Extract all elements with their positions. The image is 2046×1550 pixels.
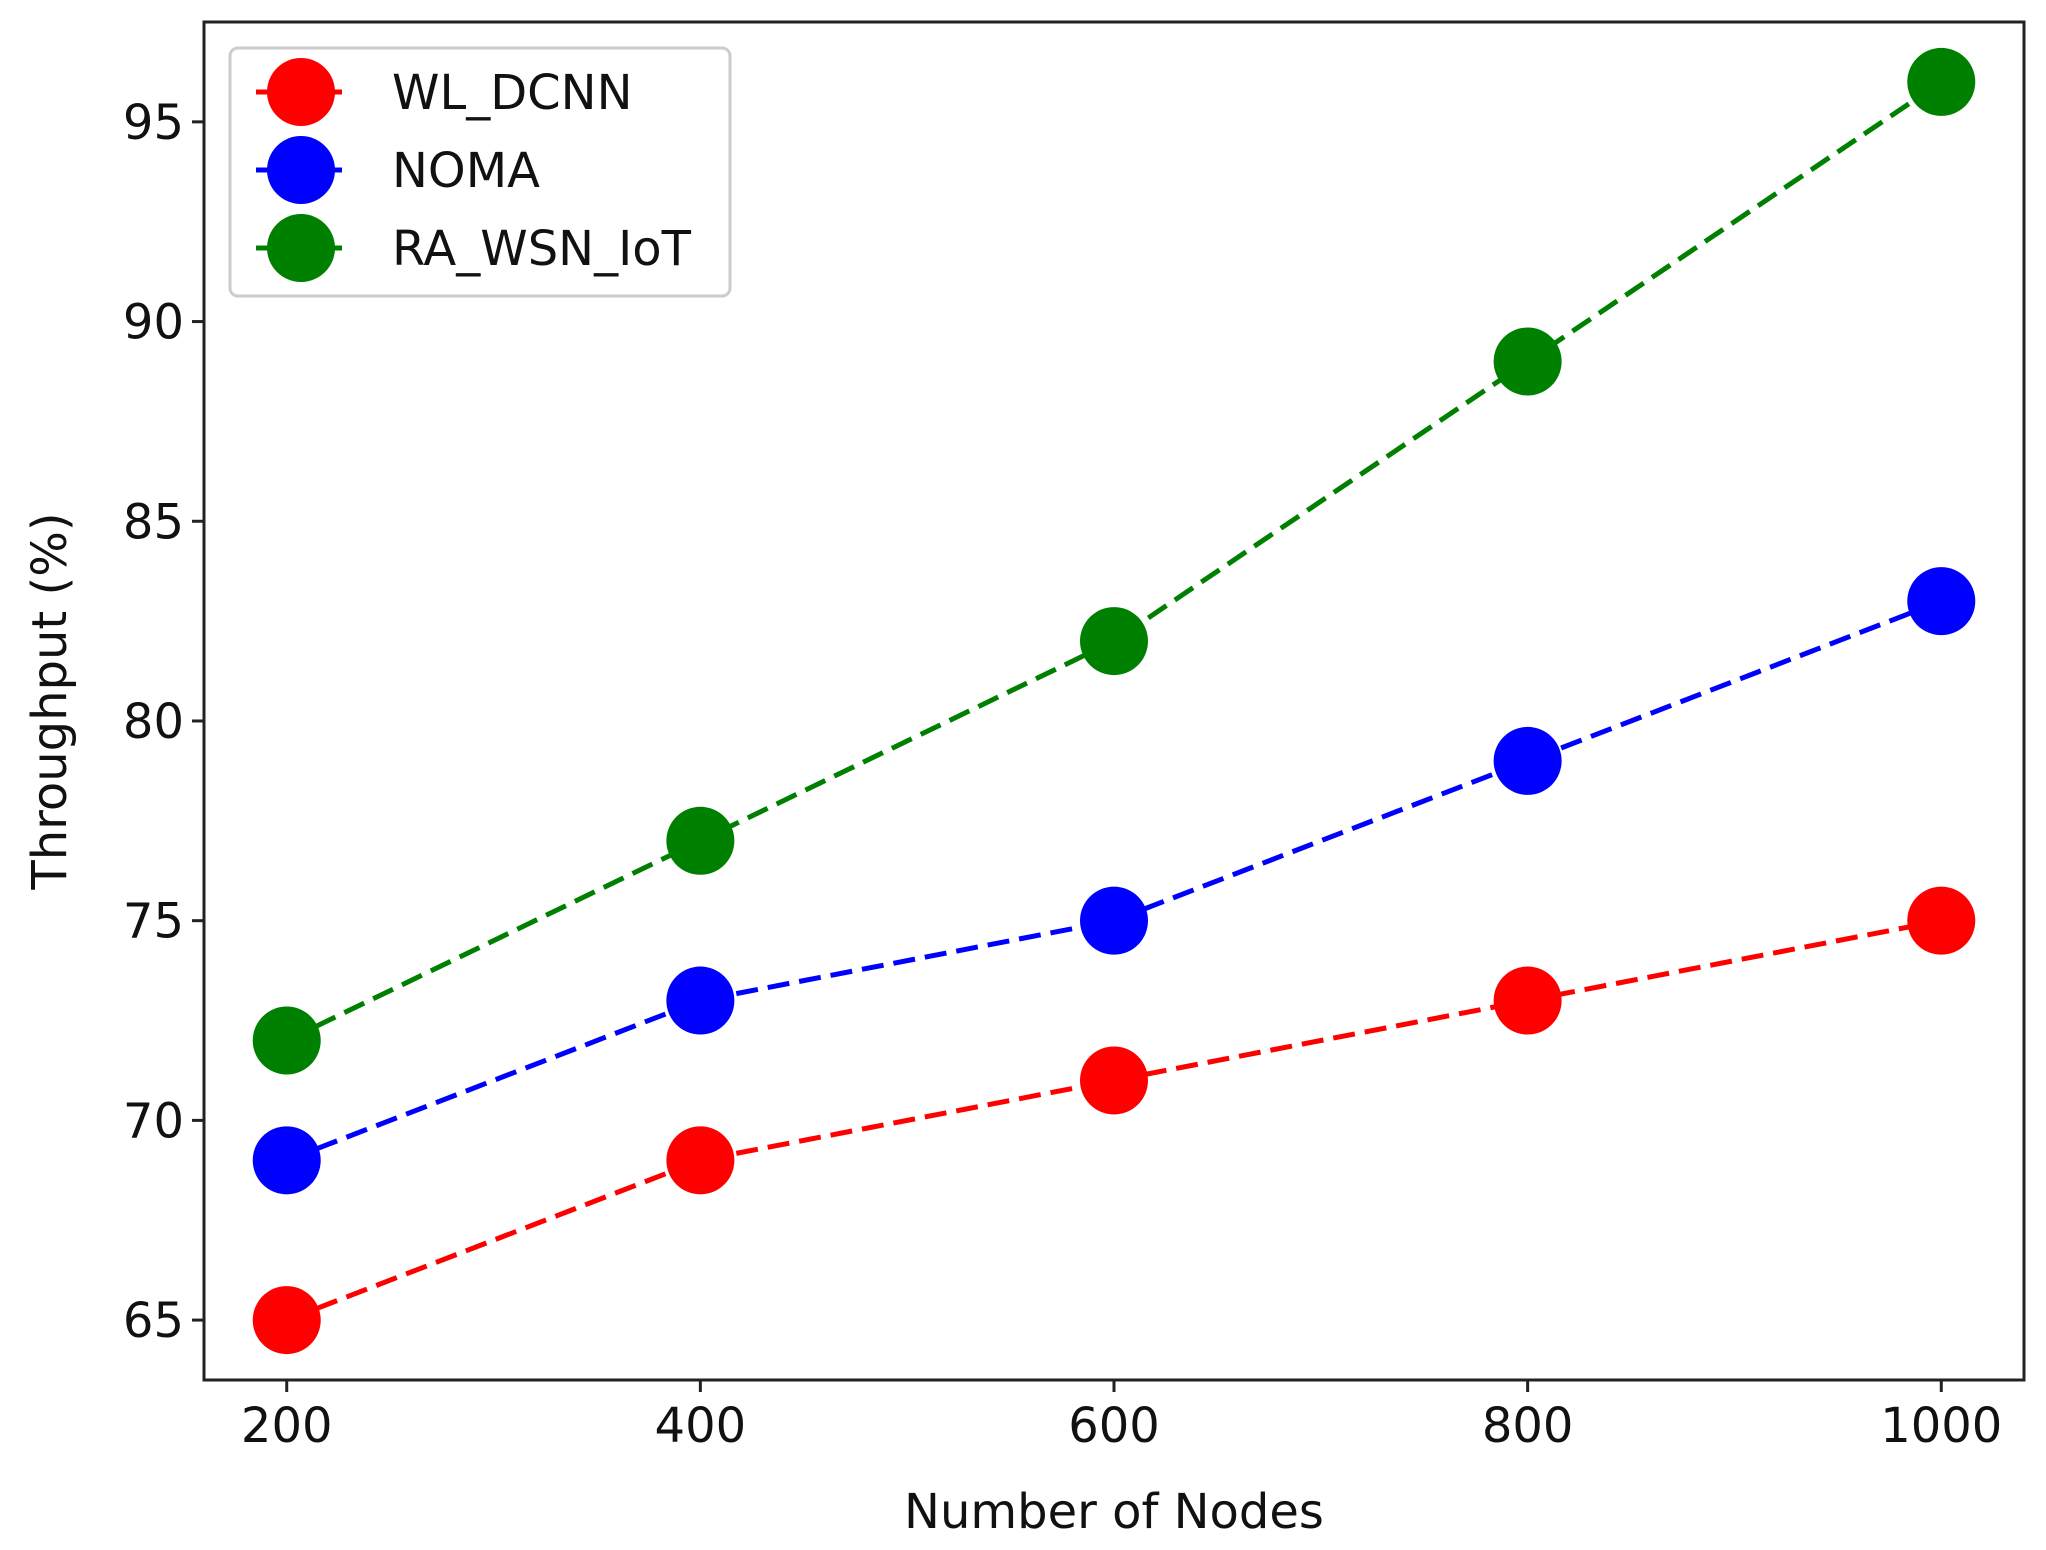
series-layer	[252, 47, 1976, 1355]
y-tick-label: 90	[123, 295, 184, 351]
series-noma	[252, 567, 1976, 1195]
legend-label: WL_DCNN	[392, 65, 633, 121]
data-point-wl-dcnn	[666, 1126, 735, 1195]
legend-item-ra-wsn-iot: RA_WSN_IoT	[256, 214, 692, 282]
x-axis-title: Number of Nodes	[904, 1484, 1324, 1540]
data-point-ra-wsn-iot	[666, 806, 735, 875]
y-tick-label: 85	[123, 494, 184, 550]
y-axis: 65 70 75 80 85 90 95	[123, 95, 204, 1349]
legend-marker	[267, 58, 335, 126]
y-tick-label: 70	[123, 1093, 184, 1149]
data-point-noma	[252, 1126, 321, 1195]
x-tick-label: 400	[655, 1398, 747, 1454]
data-point-wl-dcnn	[1907, 886, 1976, 955]
legend-box	[228, 46, 732, 298]
x-tick-label: 1000	[1880, 1398, 2002, 1454]
data-point-noma	[1907, 567, 1976, 636]
y-tick-label: 80	[123, 694, 184, 750]
y-tick-label: 65	[123, 1293, 184, 1349]
legend-marker	[267, 136, 335, 204]
x-axis: 200 400 600 800 1000	[241, 1380, 2002, 1454]
legend-item-wl-dcnn: WL_DCNN	[256, 58, 633, 126]
data-point-wl-dcnn	[1493, 966, 1562, 1035]
x-tick-label: 200	[241, 1398, 333, 1454]
data-point-ra-wsn-iot	[252, 1006, 321, 1075]
series-ra-wsn-iot	[252, 47, 1976, 1075]
y-tick-label: 95	[123, 95, 184, 151]
data-point-noma	[1080, 886, 1148, 955]
legend: WL_DCNN NOMA RA_WSN_IoT	[228, 46, 732, 298]
legend-label: RA_WSN_IoT	[392, 221, 692, 277]
series-wl-dcnn	[252, 886, 1976, 1355]
data-point-ra-wsn-iot	[1493, 327, 1562, 396]
data-point-ra-wsn-iot	[1907, 47, 1976, 116]
legend-label: NOMA	[392, 143, 540, 199]
data-point-noma	[1493, 726, 1562, 795]
y-tick-label: 75	[123, 894, 184, 950]
y-axis-title: Throughput (%)	[22, 512, 78, 890]
x-tick-label: 600	[1068, 1398, 1160, 1454]
data-point-noma	[666, 966, 735, 1035]
legend-marker	[267, 214, 335, 282]
series-line-ra-wsn-iot	[285, 79, 1943, 1043]
data-point-wl-dcnn	[1080, 1046, 1148, 1115]
data-point-wl-dcnn	[252, 1286, 321, 1355]
x-tick-label: 800	[1482, 1398, 1574, 1454]
legend-item-noma: NOMA	[256, 136, 540, 204]
data-point-ra-wsn-iot	[1080, 607, 1148, 676]
